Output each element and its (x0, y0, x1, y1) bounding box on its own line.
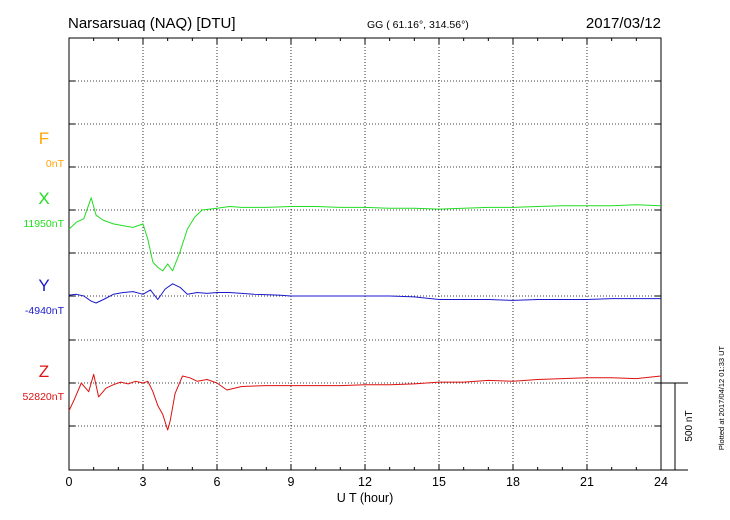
series-baseline-z: 52820nT (23, 391, 65, 403)
series-line-x (68, 197, 662, 272)
series-group (68, 197, 662, 431)
series-baseline-x: 11950nT (23, 218, 64, 230)
x-tick-label: 9 (288, 475, 295, 489)
series-name-f: F (39, 129, 49, 148)
series-name-y: Y (38, 276, 49, 295)
series-baseline-f: 0nT (46, 158, 65, 170)
series-labels: F 0nT X 11950nT Y -4940nT Z 52820nT (23, 129, 65, 403)
x-tick-label: 6 (214, 475, 221, 489)
x-tick-label: 15 (432, 475, 446, 489)
series-line-y (68, 283, 661, 304)
x-tick-label: 0 (66, 475, 73, 489)
series-name-x: X (38, 189, 49, 208)
grid-lines (68, 38, 662, 470)
station-title: Narsarsuaq (NAQ) [DTU] (68, 15, 236, 32)
series-baseline-y: -4940nT (25, 305, 65, 317)
geographic-coordinates: GG ( 61.16°, 314.56°) (367, 19, 469, 31)
x-tick-label: 18 (506, 475, 520, 489)
series-line-z (68, 373, 662, 431)
plot-date: 2017/03/12 (586, 15, 661, 32)
plotted-at-note: Plotted at 2017/04/12 01:33 UT (717, 345, 726, 450)
x-axis-label: U T (hour) (337, 491, 394, 505)
x-tick-label: 21 (580, 475, 594, 489)
series-name-z: Z (39, 362, 49, 381)
scale-bar-label: 500 nT (684, 410, 695, 441)
x-tick-label: 12 (358, 475, 372, 489)
x-tick-label: 24 (654, 475, 668, 489)
x-tick-label: 3 (140, 475, 147, 489)
x-tick-labels: 0 3 6 9 12 15 18 21 24 (66, 475, 668, 489)
